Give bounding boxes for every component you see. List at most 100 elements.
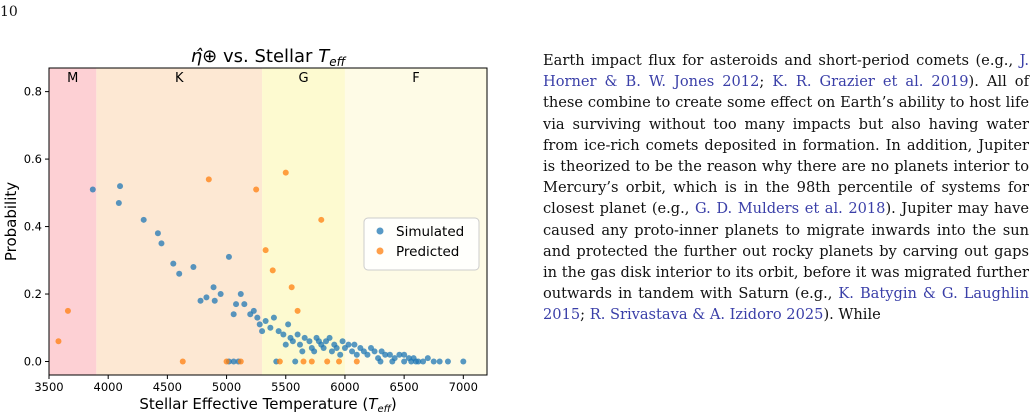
- band-M: [49, 68, 97, 375]
- predicted-point: [308, 358, 315, 365]
- simulated-point: [424, 355, 431, 362]
- x-tick-label: 3500: [34, 380, 63, 394]
- y-axis-label: Probability: [2, 182, 20, 261]
- simulated-point: [237, 291, 244, 298]
- y-tick-label: 0.2: [24, 287, 42, 301]
- predicted-legend-marker: [376, 247, 384, 255]
- citation-link[interactable]: K. R. Grazier et al. 2019: [772, 73, 969, 91]
- predicted-point: [282, 169, 289, 176]
- simulated-point: [190, 264, 197, 271]
- simulated-point: [436, 358, 443, 365]
- simulated-point: [353, 351, 360, 358]
- paragraph-text: ;: [759, 73, 773, 91]
- x-tick-label: 5000: [212, 380, 241, 394]
- y-tick-label: 0.8: [24, 85, 42, 99]
- simulated-point: [280, 331, 287, 338]
- predicted-point: [276, 358, 283, 365]
- simulated-point: [311, 348, 318, 355]
- simulated-point: [197, 297, 204, 304]
- band-label-F: F: [412, 71, 419, 86]
- chart-title-text: η̂⊕ vs. Stellar Teff: [191, 46, 347, 69]
- simulated-point: [296, 341, 303, 348]
- simulated-point: [140, 216, 147, 223]
- predicted-legend-label: Predicted: [396, 244, 459, 260]
- simulated-point: [230, 358, 237, 365]
- simulated-point: [382, 351, 389, 358]
- y-tick-label: 0.6: [24, 152, 42, 166]
- simulated-point: [289, 338, 296, 345]
- simulated-point: [262, 318, 269, 325]
- simulated-point: [225, 253, 232, 260]
- x-tick-label: 4500: [153, 380, 182, 394]
- simulated-point: [154, 230, 161, 237]
- simulated-point: [211, 297, 218, 304]
- citation-link[interactable]: J. Horner & B. W. Jones 2012: [543, 52, 1029, 91]
- simulated-point: [217, 291, 224, 298]
- predicted-point: [336, 358, 343, 365]
- citation-link[interactable]: K. Batygin & G. Laughlin 2015: [543, 285, 1029, 324]
- x-tick-label: 4000: [94, 380, 123, 394]
- predicted-point: [237, 358, 244, 365]
- band-label-K: K: [175, 71, 184, 86]
- band-G: [262, 68, 345, 375]
- simulated-point: [408, 358, 415, 365]
- simulated-point: [176, 270, 183, 277]
- simulated-point: [337, 351, 344, 358]
- y-tick-label: 0.0: [24, 355, 42, 369]
- simulated-legend-marker: [376, 227, 384, 235]
- simulated-point: [351, 341, 358, 348]
- simulated-point: [275, 328, 282, 335]
- x-axis-label: Stellar Effective Temperature (Teff): [139, 395, 396, 414]
- predicted-point: [205, 176, 212, 183]
- simulated-point: [203, 294, 210, 301]
- y-tick-label: 0.4: [24, 220, 42, 234]
- simulated-point: [270, 314, 277, 321]
- legend: Simulated Predicted: [363, 217, 480, 271]
- x-tick-label: 5500: [271, 380, 300, 394]
- simulated-point: [292, 358, 299, 365]
- x-tick-label: 6000: [330, 380, 359, 394]
- simulated-point: [430, 358, 437, 365]
- plot-frame: [48, 67, 488, 376]
- paragraph-text: ). While: [823, 306, 881, 324]
- simulated-point: [241, 301, 248, 308]
- predicted-point: [318, 216, 325, 223]
- simulated-point: [299, 348, 306, 355]
- predicted-point: [223, 358, 230, 365]
- simulated-point: [267, 324, 274, 331]
- paragraph-text: ;: [580, 306, 590, 324]
- simulated-point: [306, 338, 313, 345]
- predicted-point: [179, 358, 186, 365]
- simulated-point: [326, 334, 333, 341]
- simulated-point: [210, 284, 217, 291]
- scatter-points: [55, 169, 467, 365]
- simulated-point: [364, 351, 371, 358]
- simulated-point: [259, 328, 266, 335]
- x-tick-label: 7000: [449, 380, 478, 394]
- predicted-point: [288, 284, 295, 291]
- simulated-point: [301, 334, 308, 341]
- simulated-point: [285, 321, 292, 328]
- simulated-point: [460, 358, 467, 365]
- simulated-point: [117, 183, 124, 190]
- simulated-point: [115, 199, 122, 206]
- band-label-M: M: [67, 71, 78, 86]
- x-tick-label: 6500: [389, 380, 418, 394]
- simulated-point: [328, 348, 335, 355]
- simulated-point: [333, 345, 340, 352]
- paragraph-text: ). Jupiter may have caused any proto-inn…: [543, 200, 1029, 303]
- page-number: 10: [0, 4, 18, 20]
- simulated-point: [444, 358, 451, 365]
- predicted-point: [300, 358, 307, 365]
- simulated-point: [377, 358, 384, 365]
- simulated-point: [170, 260, 177, 267]
- band-label-G: G: [298, 71, 308, 86]
- legend-box: [363, 217, 480, 271]
- predicted-point: [253, 186, 260, 193]
- citation-link[interactable]: R. Srivastava & A. Izidoro 2025: [589, 306, 824, 324]
- eta-vs-teff-scatter-chart: M K G F 3500 4000 4500 5000 5500 6000 6500 7000 0.0…: [2, 46, 488, 414]
- simulated-point: [250, 307, 257, 314]
- simulated-point: [401, 351, 408, 358]
- simulated-point: [386, 351, 393, 358]
- citation-link[interactable]: G. D. Mulders et al. 2018: [694, 200, 886, 218]
